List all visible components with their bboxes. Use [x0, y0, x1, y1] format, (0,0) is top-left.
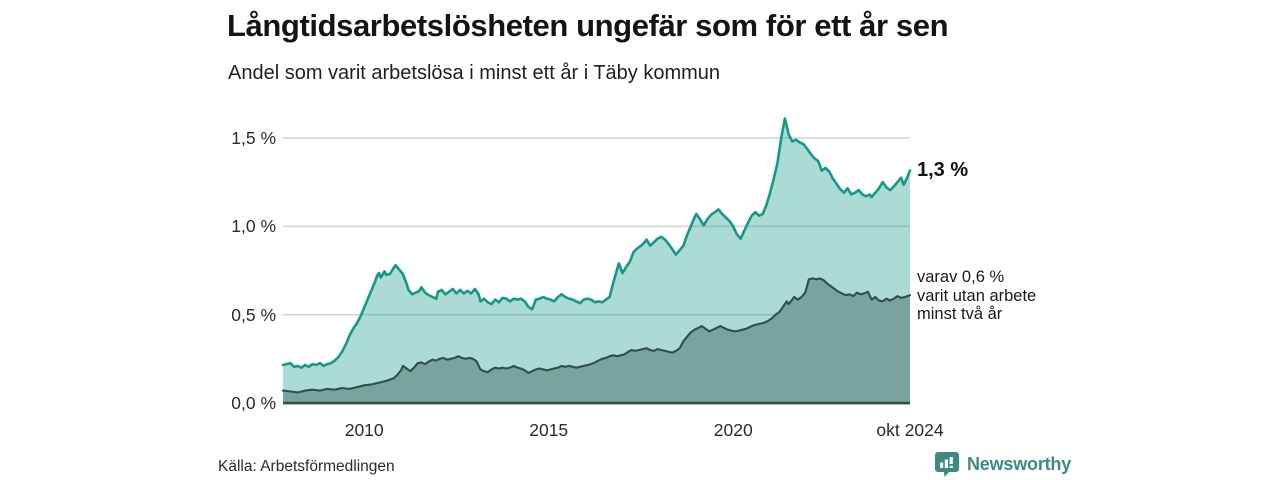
secondary-label-line2: varit utan arbete — [917, 286, 1037, 305]
x-tick-label: 2015 — [529, 420, 569, 440]
series-line — [281, 117, 912, 369]
secondary-value-label: varav 0,6 % varit utan arbete minst två … — [917, 268, 1067, 324]
y-tick-label: 0,0 % — [231, 393, 276, 413]
secondary-label-line1: varav 0,6 % — [917, 268, 1005, 286]
x-tick-label: 2010 — [344, 420, 384, 440]
x-tick-label: okt 2024 — [876, 420, 944, 440]
chart-subtitle: Andel som varit arbetslösa i minst ett å… — [228, 62, 721, 84]
y-tick-label: 0,5 % — [231, 304, 276, 325]
page-title: Långtidsarbetslösheten ungefär som för e… — [227, 8, 949, 43]
brand-name: Newsworthy — [967, 453, 1072, 474]
series-area — [283, 278, 910, 403]
x-tick-label: 2020 — [713, 420, 753, 440]
x-axis-baseline — [283, 401, 910, 405]
series-line — [281, 277, 912, 394]
y-tick-label: 1,5 % — [231, 127, 276, 148]
latest-value-label: 1,3 % — [917, 159, 969, 181]
y-tick-label: 1,0 % — [231, 216, 276, 237]
newsworthy-logo: Newsworthy — [934, 450, 1071, 478]
secondary-label-line3: minst två år — [917, 305, 1003, 323]
newsworthy-icon — [935, 451, 959, 477]
source-label: Källa: Arbetsförmedlingen — [218, 458, 395, 475]
